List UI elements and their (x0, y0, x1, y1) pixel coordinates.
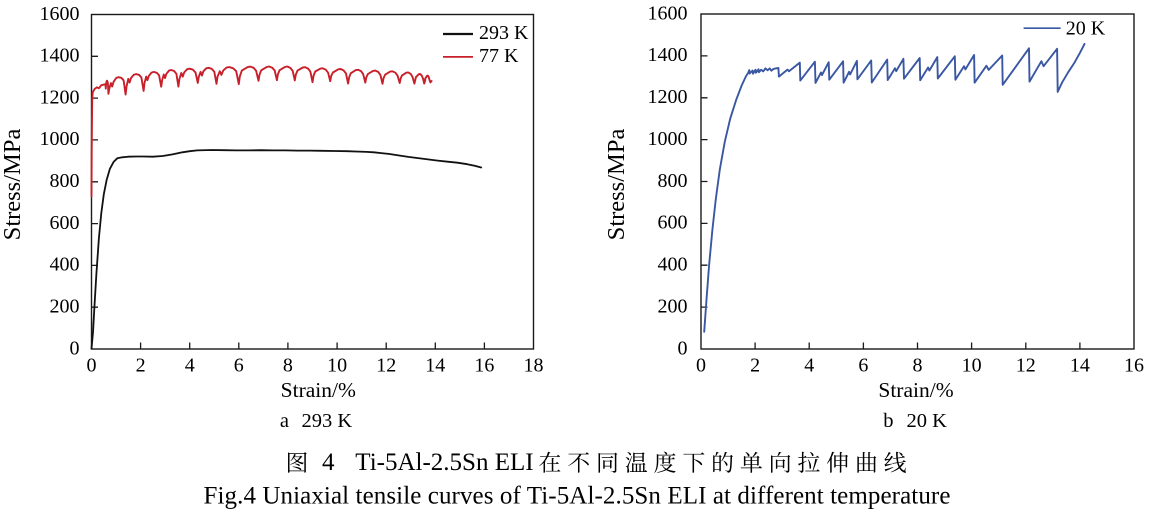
svg-text:400: 400 (658, 254, 688, 276)
svg-text:200: 200 (658, 295, 688, 317)
svg-text:4: 4 (322, 449, 335, 476)
svg-text:4: 4 (804, 355, 814, 377)
svg-text:12: 12 (376, 355, 396, 377)
svg-text:Ti-5Al-2.5Sn ELI: Ti-5Al-2.5Sn ELI (355, 449, 533, 476)
svg-text:600: 600 (658, 212, 688, 234)
svg-text:293 K: 293 K (302, 410, 353, 432)
svg-text:Strain/%: Strain/% (878, 378, 953, 402)
svg-text:20 K: 20 K (907, 410, 948, 432)
svg-text:1000: 1000 (40, 128, 80, 150)
svg-text:1400: 1400 (648, 44, 688, 66)
svg-text:6: 6 (858, 355, 868, 377)
svg-text:200: 200 (50, 295, 80, 317)
svg-text:4: 4 (185, 355, 195, 377)
svg-text:Fig.4 Uniaxial tensile curves: Fig.4 Uniaxial tensile curves of Ti-5Al-… (204, 482, 951, 509)
svg-text:400: 400 (50, 254, 80, 276)
svg-text:a: a (280, 410, 289, 432)
svg-text:14: 14 (1070, 355, 1090, 377)
svg-text:6: 6 (234, 355, 244, 377)
svg-text:0: 0 (87, 355, 97, 377)
svg-text:1600: 1600 (648, 2, 688, 24)
svg-text:293 K: 293 K (479, 22, 529, 44)
svg-text:0: 0 (678, 337, 688, 359)
svg-text:0: 0 (696, 355, 706, 377)
svg-text:18: 18 (524, 355, 544, 377)
svg-text:2: 2 (136, 355, 146, 377)
svg-text:Strain/%: Strain/% (281, 378, 356, 402)
svg-text:1200: 1200 (648, 86, 688, 108)
svg-text:16: 16 (474, 355, 494, 377)
svg-text:12: 12 (1016, 355, 1036, 377)
svg-text:600: 600 (50, 212, 80, 234)
svg-text:1200: 1200 (40, 86, 80, 108)
svg-text:800: 800 (50, 170, 80, 192)
svg-text:77 K: 77 K (479, 45, 519, 67)
svg-text:1400: 1400 (40, 45, 80, 67)
svg-text:2: 2 (750, 355, 760, 377)
svg-text:8: 8 (283, 355, 293, 377)
svg-text:0: 0 (70, 337, 80, 359)
svg-text:b: b (883, 410, 893, 432)
svg-text:8: 8 (913, 355, 923, 377)
svg-text:Stress/MPa: Stress/MPa (603, 129, 630, 241)
svg-text:Stress/MPa: Stress/MPa (0, 129, 26, 241)
svg-text:800: 800 (658, 170, 688, 192)
svg-text:10: 10 (327, 355, 347, 377)
svg-text:10: 10 (962, 355, 982, 377)
svg-text:1000: 1000 (648, 128, 688, 150)
svg-text:16: 16 (1124, 355, 1144, 377)
svg-text:14: 14 (425, 355, 445, 377)
svg-text:20 K: 20 K (1066, 17, 1106, 39)
svg-text:1600: 1600 (40, 3, 80, 25)
